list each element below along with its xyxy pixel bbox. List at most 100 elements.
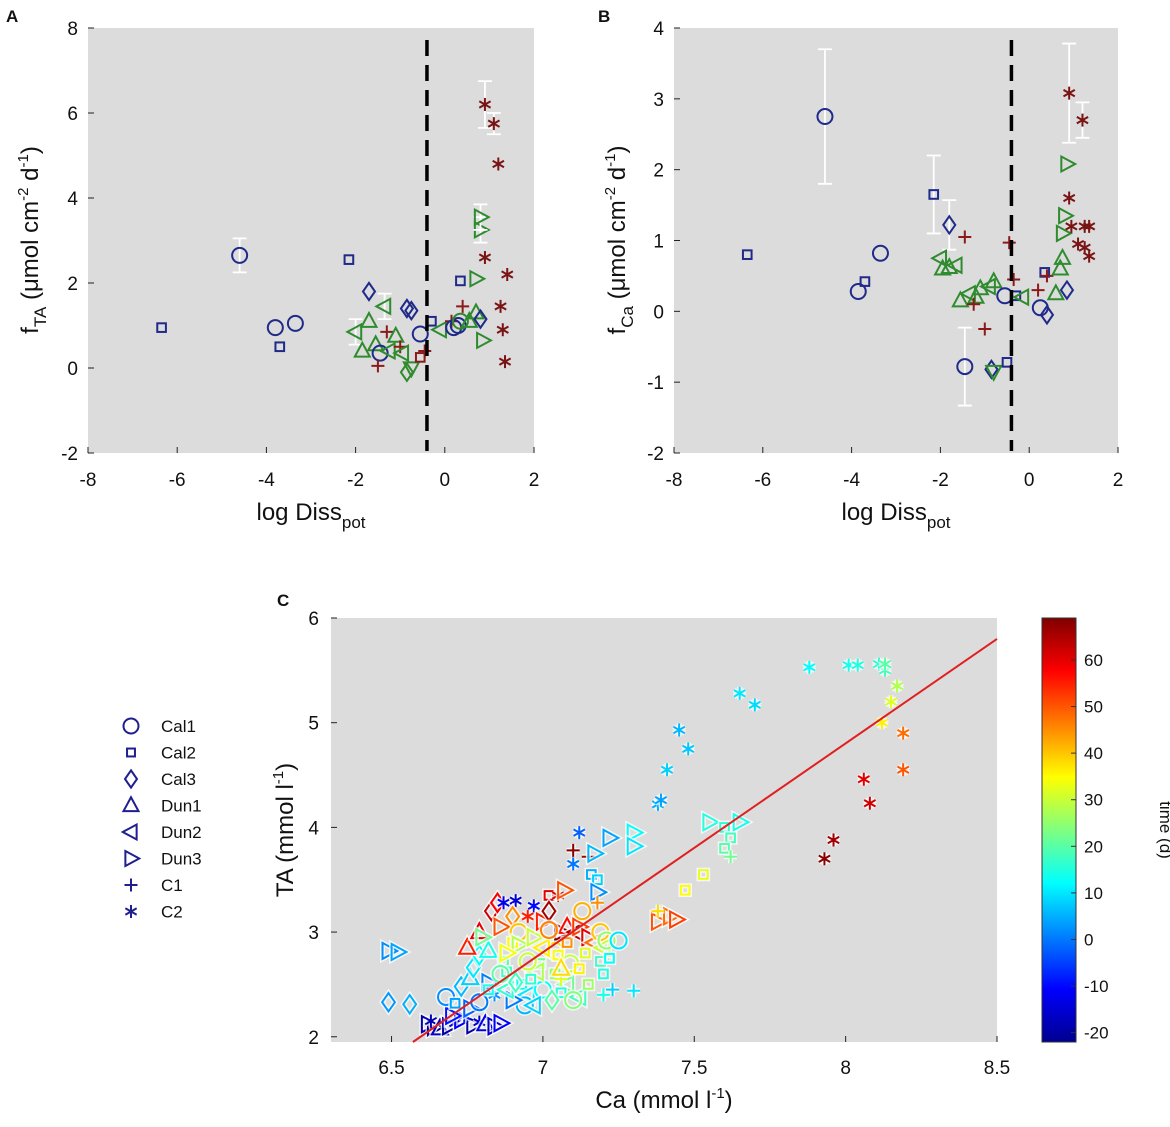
data-point	[378, 341, 396, 361]
legend-marker	[122, 717, 140, 735]
data-point	[399, 361, 415, 383]
data-point	[581, 977, 596, 992]
legend-label: Dun1	[161, 797, 202, 816]
panel-a: A -8 -6 -4 -2 0 2 -2 0 2 4 6 8 log Disspot fTA (μmo…	[6, 7, 539, 532]
y-tick-label: -1	[647, 373, 664, 394]
data-point	[724, 850, 738, 864]
error-bar	[473, 203, 488, 231]
data-point	[404, 300, 419, 322]
data-point	[286, 314, 304, 332]
y-tick-label: 6	[308, 609, 319, 630]
data-point	[978, 322, 992, 336]
legend-label: Dun3	[161, 850, 202, 869]
x-tick-label: -8	[666, 470, 683, 491]
data-point	[473, 308, 488, 330]
data-point	[571, 900, 593, 922]
panel-b-letter: B	[598, 7, 610, 26]
data-point	[494, 299, 507, 313]
panel-c-ticks: 6.5 7 7.5 8 8.5 2 3 4 5 6	[308, 609, 1010, 1079]
data-point	[492, 914, 515, 940]
data-point	[731, 809, 754, 835]
data-point	[361, 281, 377, 302]
data-point	[816, 108, 834, 126]
y-tick-label: 8	[67, 19, 78, 40]
data-point	[566, 843, 580, 857]
data-point	[156, 322, 167, 333]
legend-item: Cal3	[123, 768, 196, 790]
data-point	[274, 341, 286, 353]
data-point	[560, 935, 574, 950]
data-point	[596, 967, 611, 981]
colorbar-tick-label: -20	[1084, 1024, 1109, 1043]
data-point	[590, 872, 605, 887]
data-point	[595, 929, 617, 951]
data-point	[747, 698, 762, 712]
x-tick-label: 2	[1113, 470, 1124, 491]
data-point	[562, 989, 584, 1011]
data-point	[510, 932, 533, 957]
data-point	[366, 334, 385, 352]
colorbar	[1041, 617, 1077, 1043]
data-point	[572, 826, 587, 840]
data-point	[1051, 258, 1070, 276]
legend-item: Dun1	[121, 795, 202, 816]
panel-c-plot-area	[331, 618, 997, 1042]
data-point	[958, 230, 972, 244]
data-point	[551, 948, 565, 962]
data-point	[572, 961, 587, 976]
colorbar-tick-label: 40	[1084, 744, 1103, 763]
legend-item: C2	[124, 903, 183, 922]
data-point	[392, 343, 410, 363]
panel-a-ticks: -8 -6 -4 -2 0 2 -2 0 2 4 6 8	[61, 19, 539, 491]
data-point	[231, 246, 249, 264]
data-point	[492, 157, 505, 171]
data-point	[389, 939, 412, 965]
legend-label: C2	[161, 903, 183, 922]
data-point	[343, 254, 355, 265]
data-point	[590, 896, 604, 910]
data-point	[460, 310, 479, 328]
data-point	[859, 276, 871, 287]
panel-b-ylabel: fCa (μmol cm-2 d-1)	[602, 146, 637, 335]
y-tick-label: 3	[308, 923, 319, 944]
data-point	[930, 249, 948, 268]
data-point	[602, 951, 617, 966]
data-point	[967, 297, 981, 311]
data-point	[1060, 154, 1078, 174]
x-tick-label: -6	[754, 470, 771, 491]
data-point	[896, 763, 911, 777]
data-point	[850, 658, 865, 672]
data-point	[476, 331, 494, 350]
x-tick-label: -2	[347, 470, 364, 491]
data-point	[519, 993, 543, 1018]
error-bar	[926, 154, 941, 235]
data-point	[379, 988, 398, 1016]
data-point	[841, 658, 856, 672]
data-point	[942, 214, 957, 236]
data-point	[700, 809, 724, 835]
data-point	[717, 841, 732, 856]
y-tick-label: 0	[67, 359, 78, 380]
data-point	[660, 763, 674, 777]
data-point	[473, 925, 497, 950]
data-point	[627, 984, 641, 998]
data-point	[984, 271, 1003, 289]
y-tick-label: 0	[653, 302, 664, 323]
panel-c-points	[379, 657, 911, 1040]
y-tick-label: 2	[653, 161, 664, 182]
data-point	[672, 723, 687, 737]
error-bar	[817, 48, 832, 185]
data-point	[578, 946, 593, 960]
data-point	[817, 852, 832, 866]
panel-a-ylabel: fTA (μmol cm-2 d-1)	[15, 146, 50, 334]
panel-a-xlabel: log Disspot	[257, 499, 366, 532]
data-point	[856, 772, 871, 786]
panel-c-xlabel: Ca (mmol l-1)	[595, 1085, 732, 1114]
data-point	[554, 985, 568, 1000]
y-tick-label: 4	[67, 189, 78, 210]
data-point	[826, 833, 841, 847]
x-tick-label: -2	[932, 470, 949, 491]
y-tick-label: 2	[308, 1028, 319, 1049]
data-point	[371, 359, 385, 373]
y-tick-label: 1	[653, 232, 664, 253]
